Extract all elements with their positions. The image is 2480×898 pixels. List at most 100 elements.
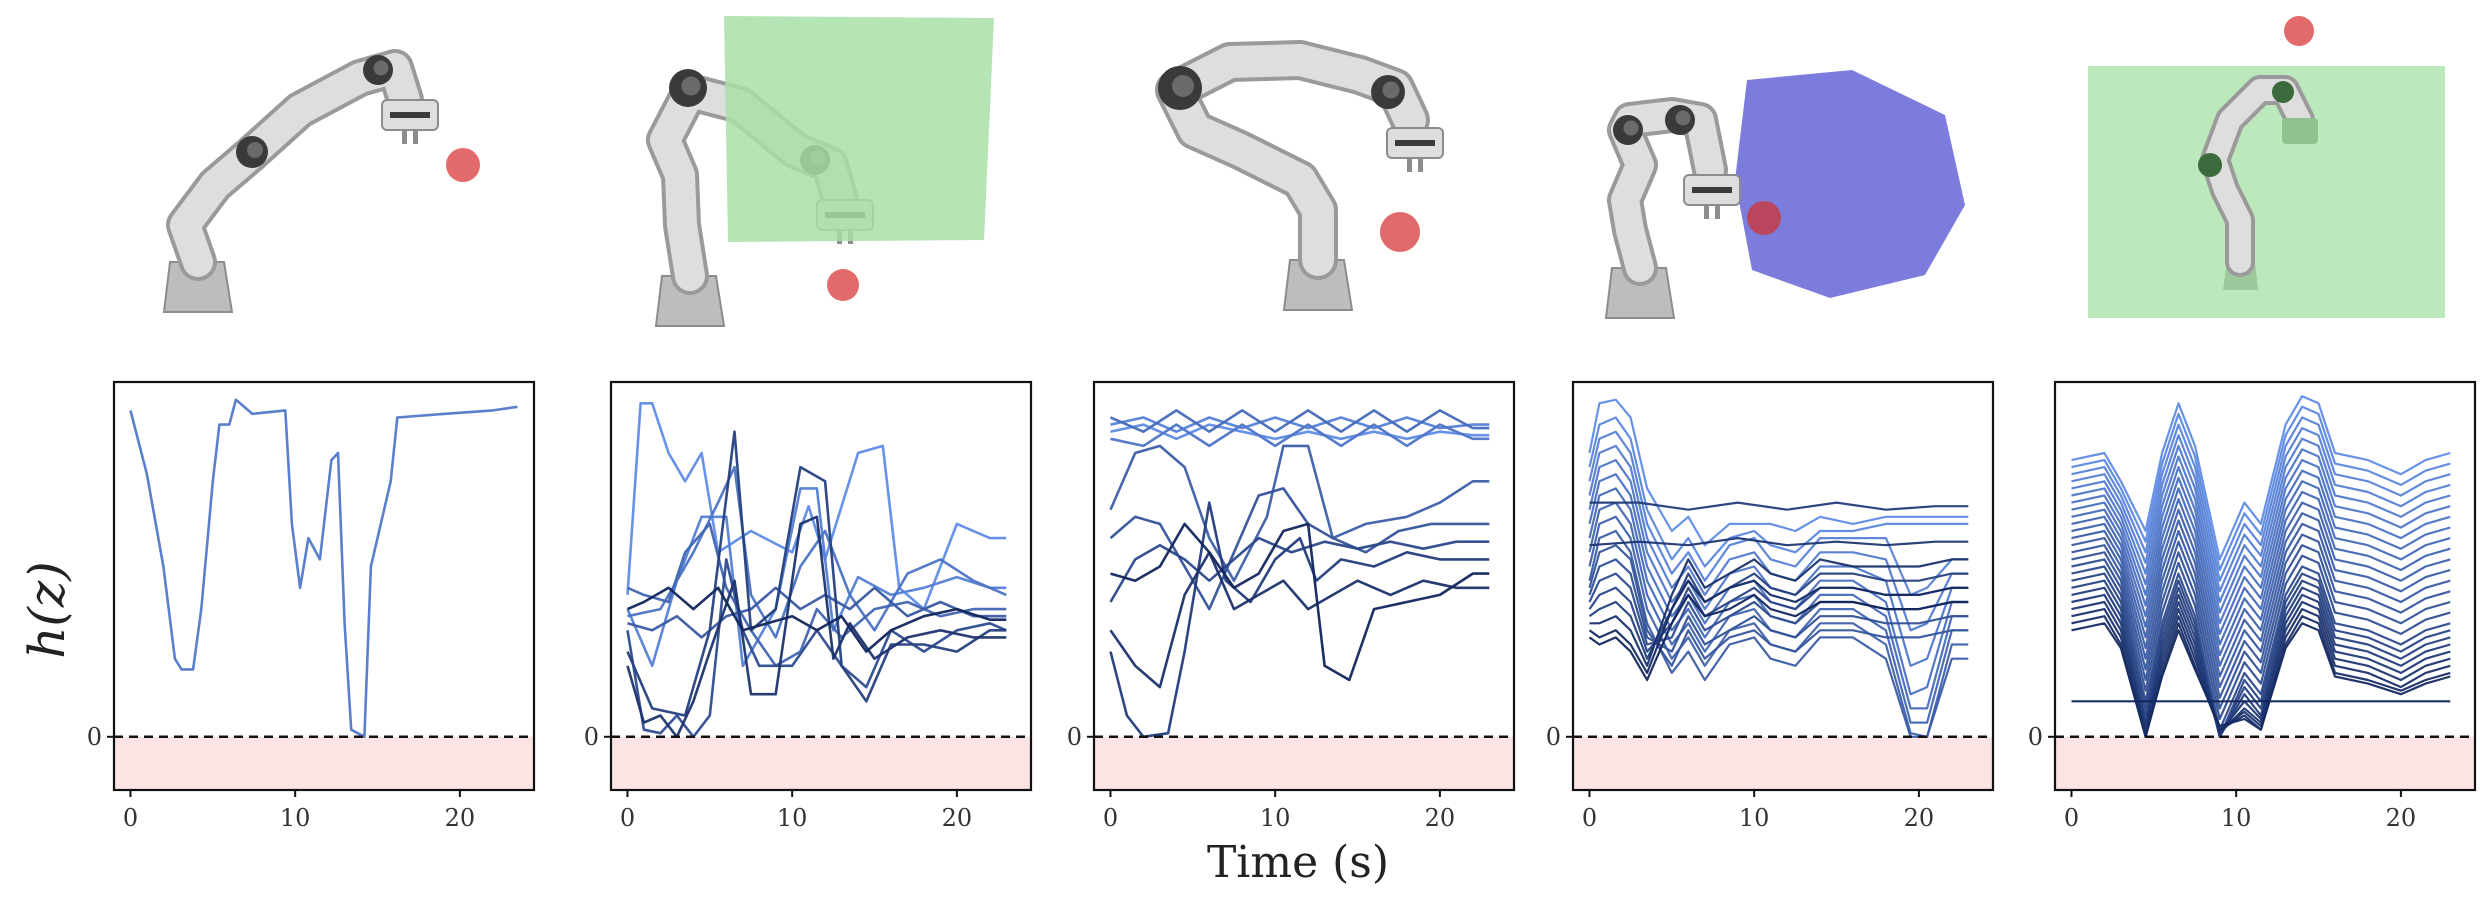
target-sphere xyxy=(1380,212,1420,252)
x-axis-label: Time (s) xyxy=(1207,837,1389,888)
x-tick-label: 10 xyxy=(2221,804,2252,832)
series-group xyxy=(129,398,518,739)
joint-cap-icon xyxy=(1382,81,1400,99)
series-line-1 xyxy=(1110,423,1490,441)
series-line-5 xyxy=(627,586,1007,639)
unsafe-region xyxy=(1573,736,1993,790)
box-obstacle xyxy=(724,16,994,242)
series-line-7 xyxy=(626,430,1007,717)
scene-1 xyxy=(162,49,480,313)
series-line-9 xyxy=(1109,551,1490,689)
scene-5 xyxy=(2088,16,2445,318)
series-line-13 xyxy=(2071,522,2451,689)
series-line-8 xyxy=(1109,501,1490,739)
chart-panel-3: 0 10 20 0 xyxy=(1067,380,1516,832)
series-line-16 xyxy=(2071,554,2451,721)
plot-frame xyxy=(1571,380,1995,792)
series-line-4 xyxy=(2071,427,2451,593)
target-sphere xyxy=(2284,16,2314,46)
series-line-19 xyxy=(2071,579,2451,738)
gripper-finger-icon xyxy=(1418,158,1423,172)
arm-link xyxy=(170,53,420,277)
barrier-function-plots-row: 0 10 20 0 0 10 20 0 0 10 20 0 0 10 20 0 0 10 20 0 xyxy=(87,380,2477,832)
plot-frame xyxy=(112,380,536,792)
joint-cap-icon xyxy=(1172,75,1194,97)
joint-icon xyxy=(2198,153,2222,177)
unsafe-region xyxy=(2055,736,2475,790)
series-line-14 xyxy=(2071,533,2451,699)
scene-3 xyxy=(1155,40,1444,311)
joint-cap-icon xyxy=(373,60,389,76)
target-sphere xyxy=(446,148,480,182)
gripper-stripe-icon xyxy=(1692,187,1732,193)
series-group xyxy=(1109,409,1490,739)
series-line-17 xyxy=(1589,537,1969,547)
series-line-25 xyxy=(2071,622,2451,738)
gripper-body-icon xyxy=(2282,118,2318,144)
series-line-12 xyxy=(2071,512,2451,678)
y-tick-label: 0 xyxy=(87,723,102,751)
series-group xyxy=(1588,398,1969,738)
series-line-3 xyxy=(2071,416,2451,582)
y-tick-label: 0 xyxy=(1546,723,1561,751)
scene-4 xyxy=(1604,70,1965,319)
robot-base xyxy=(1282,259,1354,311)
series-line-9 xyxy=(2071,480,2451,646)
series-line-1 xyxy=(2071,395,2451,561)
series-line-11 xyxy=(2071,501,2451,667)
x-tick-label: 20 xyxy=(1904,804,1935,832)
series-line-19 xyxy=(1588,579,1969,674)
series-line-3 xyxy=(1588,430,1969,596)
x-tick-label: 10 xyxy=(1739,804,1770,832)
plot-frame xyxy=(2053,380,2477,792)
series-line-8 xyxy=(626,515,1007,739)
series-line-6 xyxy=(1109,487,1490,611)
series-line-6 xyxy=(626,558,1007,739)
joint-cap-icon xyxy=(1623,120,1639,136)
target-sphere xyxy=(1747,201,1781,235)
series-line-17 xyxy=(2071,565,2451,731)
robot-base xyxy=(1604,267,1676,319)
series-line-3 xyxy=(1110,423,1490,448)
robot-base xyxy=(162,261,234,313)
series-line-11 xyxy=(1588,544,1969,667)
series-line-3 xyxy=(627,465,1007,639)
series-line-5 xyxy=(1588,459,1969,667)
x-tick-label: 20 xyxy=(2386,804,2417,832)
joint-cap-icon xyxy=(1675,110,1691,126)
series-group xyxy=(626,402,1007,739)
series-line-5 xyxy=(1109,444,1490,582)
y-axis-label: h(z) xyxy=(18,561,76,659)
unsafe-region xyxy=(611,736,1031,790)
series-line-2 xyxy=(1588,416,1969,568)
series-line-9 xyxy=(626,586,1007,653)
plot-frame xyxy=(1092,380,1516,792)
scene-2 xyxy=(646,16,994,327)
series-line-10 xyxy=(1110,522,1490,682)
x-tick-label: 0 xyxy=(1103,804,1118,832)
gripper-finger-icon xyxy=(1715,205,1720,219)
series-line-10 xyxy=(2071,490,2451,657)
series-line-16 xyxy=(1589,501,1969,511)
x-tick-label: 20 xyxy=(445,804,476,832)
y-tick-label: 0 xyxy=(1067,723,1082,751)
series-line-18 xyxy=(2071,572,2451,738)
x-tick-label: 0 xyxy=(1582,804,1597,832)
series-line-12 xyxy=(1588,558,1969,653)
series-line-2 xyxy=(626,487,1007,668)
chart-panel-1: 0 10 20 0 xyxy=(87,380,536,832)
series-line-5 xyxy=(2071,437,2451,604)
gripper-finger-icon xyxy=(402,130,407,144)
x-tick-label: 0 xyxy=(620,804,635,832)
x-tick-label: 20 xyxy=(1425,804,1456,832)
gripper-stripe-icon xyxy=(1395,140,1435,146)
y-tick-label: 0 xyxy=(584,723,599,751)
target-sphere xyxy=(827,269,859,301)
gripper-finger-icon xyxy=(1407,158,1412,172)
joint-icon xyxy=(2272,81,2294,103)
unsafe-region xyxy=(114,736,534,790)
series-line-2 xyxy=(2071,405,2451,572)
gripper-finger-icon xyxy=(1704,205,1709,219)
series-line-6 xyxy=(2071,448,2451,614)
